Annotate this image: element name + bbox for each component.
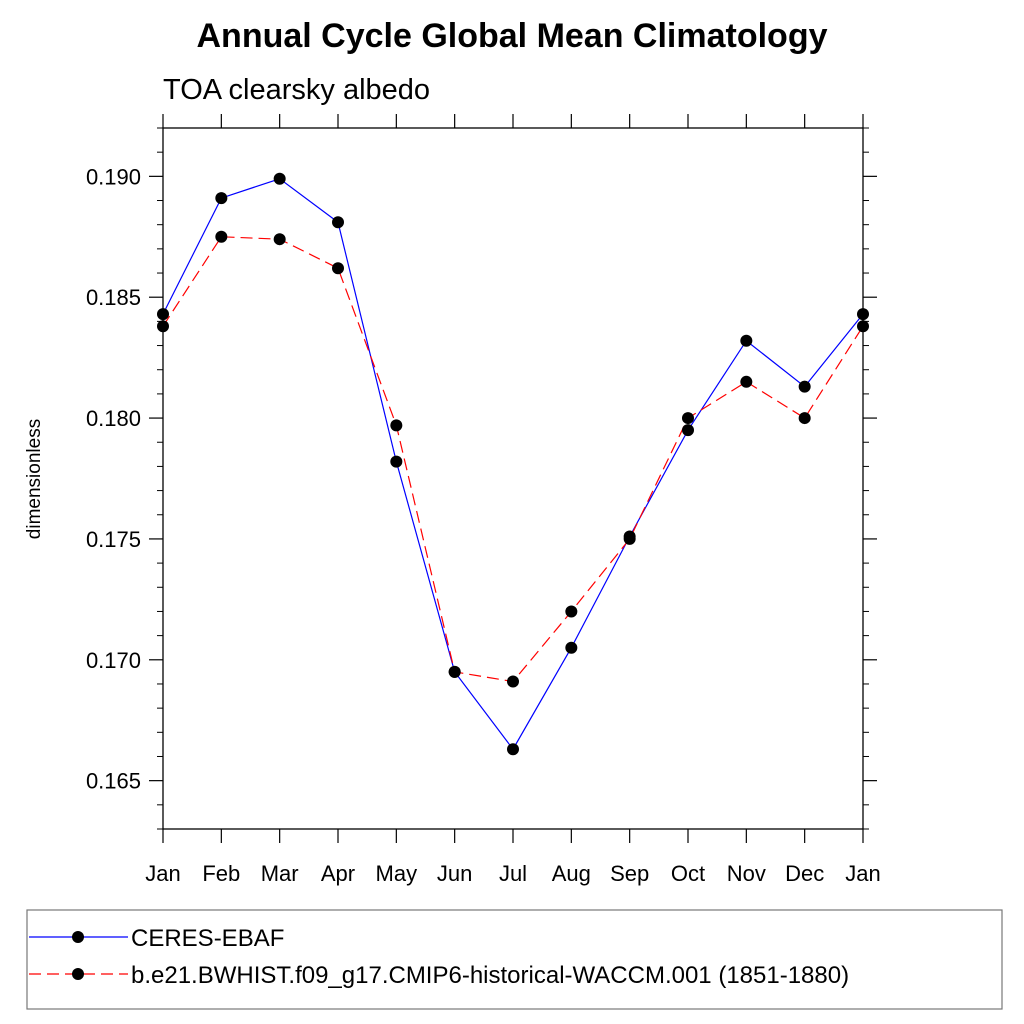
legend-label: CERES-EBAF: [131, 925, 284, 952]
x-tick-label: Aug: [552, 861, 591, 886]
y-tick-label: 0.190: [86, 164, 141, 189]
data-point: [740, 375, 753, 388]
y-ticks: 0.165 0.170 0.175 0.180 0.185 0.190: [86, 127, 877, 830]
data-point: [565, 641, 578, 654]
data-point: [273, 172, 286, 185]
legend-label: b.e21.BWHIST.f09_g17.CMIP6-historical-WA…: [131, 962, 849, 989]
data-point: [215, 192, 228, 205]
x-tick-label: Jul: [499, 861, 527, 886]
plot-frame: [162, 127, 864, 830]
x-tick-label: May: [376, 861, 418, 886]
chart-title: Annual Cycle Global Mean Climatology: [197, 17, 828, 55]
x-ticks: Jan Feb Mar Apr May Jun Jul Aug Sep Oct Nov Dec Jan: [145, 114, 881, 886]
data-point: [565, 605, 578, 618]
legend-marker: [72, 968, 84, 980]
data-point: [273, 233, 286, 246]
data-point: [332, 262, 344, 275]
data-point: [623, 532, 636, 545]
data-point: [448, 665, 461, 678]
x-tick-label: Nov: [727, 861, 766, 886]
y-tick-label: 0.170: [86, 648, 141, 673]
x-tick-label: Feb: [202, 861, 240, 886]
x-tick-label: Oct: [671, 861, 705, 886]
data-point: [682, 424, 694, 437]
series-line: [162, 178, 864, 751]
legend-entries: CERES-EBAF b.e21.BWHIST.f09_g17.CMIP6-his…: [29, 925, 849, 989]
series-line: [162, 236, 864, 683]
data-point: [507, 743, 519, 756]
legend-box: [26, 909, 1003, 1010]
data-point: [215, 230, 228, 243]
data-point: [390, 419, 403, 432]
legend-marker: [72, 931, 84, 943]
y-axis-label: dimensionless: [24, 419, 45, 539]
data-point: [798, 412, 811, 425]
x-tick-label: Apr: [321, 861, 355, 886]
data-point: [798, 380, 811, 393]
chart-subtitle: TOA clearsky albedo: [163, 74, 430, 106]
data-point: [740, 334, 753, 347]
legend: CERES-EBAF b.e21.BWHIST.f09_g17.CMIP6-his…: [26, 909, 1003, 1010]
y-tick-label: 0.175: [86, 527, 141, 552]
x-tick-label: Sep: [610, 861, 649, 886]
data-point: [332, 216, 344, 229]
x-tick-label: Jan: [845, 861, 880, 886]
data-point: [682, 412, 694, 425]
y-tick-label: 0.180: [86, 406, 141, 431]
x-tick-label: Dec: [785, 861, 824, 886]
data-point: [390, 455, 403, 468]
x-tick-label: Jan: [145, 861, 180, 886]
series-lines: [157, 172, 869, 756]
x-tick-label: Mar: [261, 861, 299, 886]
x-tick-label: Jun: [437, 861, 472, 886]
y-tick-label: 0.165: [86, 769, 141, 794]
y-tick-label: 0.185: [86, 285, 141, 310]
data-point: [507, 675, 519, 688]
